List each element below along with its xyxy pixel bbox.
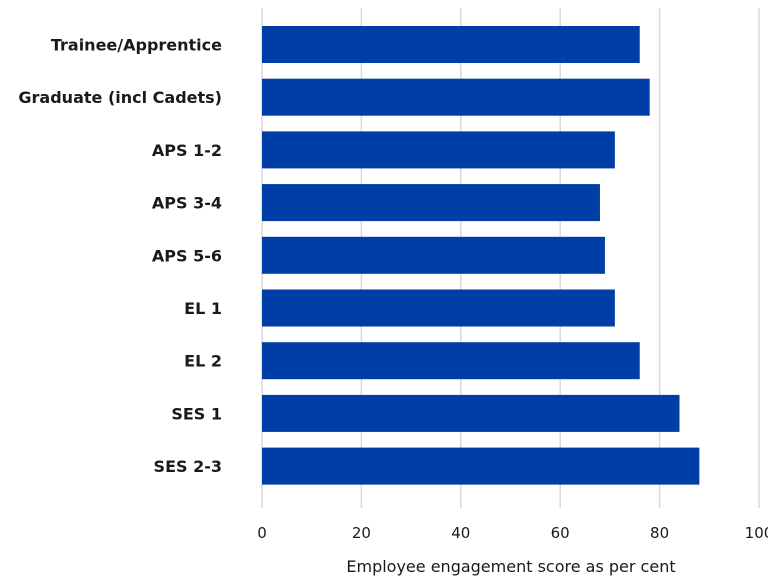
- bar: [262, 394, 680, 432]
- x-tick-label: 20: [352, 524, 371, 542]
- category-label: SES 1: [171, 404, 222, 423]
- bar: [262, 78, 650, 116]
- bar: [262, 184, 600, 222]
- category-label: Trainee/Apprentice: [51, 36, 222, 55]
- x-axis-label: Employee engagement score as per cent: [346, 557, 675, 576]
- category-label: APS 5-6: [152, 246, 222, 265]
- bar: [262, 289, 615, 327]
- bar: [262, 342, 640, 380]
- bar: [262, 26, 640, 63]
- x-tick-label: 80: [650, 524, 669, 542]
- category-label: APS 3-4: [152, 194, 222, 213]
- bar: [262, 447, 700, 485]
- category-label: EL 1: [184, 299, 222, 318]
- category-label: APS 1-2: [152, 141, 222, 160]
- bar: [262, 131, 615, 169]
- x-tick-label: 100: [745, 524, 768, 542]
- x-tick-label: 0: [257, 524, 267, 542]
- x-tick-label: 60: [551, 524, 570, 542]
- category-label: EL 2: [184, 352, 222, 371]
- x-tick-label: 40: [451, 524, 470, 542]
- category-label: SES 2-3: [154, 457, 222, 476]
- category-label: Graduate (incl Cadets): [18, 88, 222, 107]
- bar: [262, 236, 605, 274]
